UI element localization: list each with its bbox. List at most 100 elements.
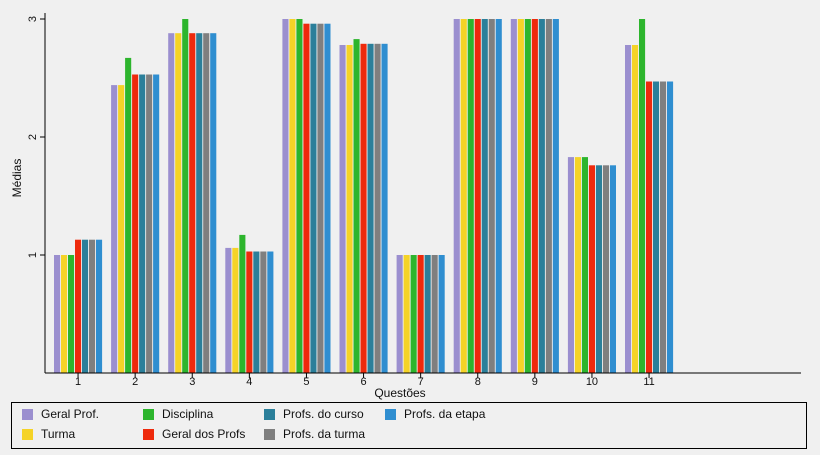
x-tick-label: 8 (475, 376, 481, 388)
legend-swatch (143, 408, 154, 420)
bars-group (54, 19, 674, 374)
legend-label: Profs. da turma (283, 427, 366, 441)
legend-swatch (22, 408, 33, 420)
bar-q4-profs-da-etapa (267, 251, 274, 373)
bar-q3-disciplina (182, 19, 189, 373)
bar-q10-profs-da-turma (602, 165, 609, 373)
x-ticks-group: 1 2 3 4 5 6 7 8 9 10 11 (75, 373, 655, 388)
bar-q10-geral-prof- (567, 157, 574, 373)
bar-q10-geral-dos-profs (588, 165, 595, 373)
bar-q8-profs-da-etapa (495, 19, 502, 373)
bar-q5-turma (289, 19, 296, 373)
bar-q6-profs-da-etapa (381, 43, 388, 374)
legend-swatch (143, 428, 154, 440)
legend-label: Profs. da etapa (404, 407, 486, 421)
bar-q3-profs-da-etapa (210, 33, 217, 373)
bar-q9-profs-da-etapa (552, 19, 559, 373)
x-tick-label: 10 (586, 376, 598, 388)
bar-q4-disciplina (239, 234, 246, 373)
x-tick-label: 9 (532, 376, 538, 388)
bar-q3-profs-do-curso (196, 33, 203, 373)
y-axis-title: Médias (10, 159, 24, 198)
bar-q9-geral-dos-profs (531, 19, 538, 373)
bar-q2-profs-do-curso (139, 74, 146, 373)
bar-q7-profs-do-curso (424, 255, 431, 373)
bar-q11-profs-do-curso (653, 81, 660, 373)
legend: Geral Prof. Turma Disciplina Geral dos Prof… (11, 402, 807, 449)
bar-q10-profs-do-curso (595, 165, 602, 373)
bar-q5-geral-prof- (282, 19, 289, 373)
x-tick-label: 7 (418, 376, 424, 388)
bar-q2-turma (118, 85, 125, 373)
bar-q10-disciplina (581, 157, 588, 373)
y-tick-label: 3 (27, 16, 39, 22)
bar-q7-profs-da-etapa (438, 255, 445, 373)
bar-q11-geral-dos-profs (646, 81, 653, 373)
bar-q9-profs-do-curso (538, 19, 545, 373)
bar-q6-geral-prof- (339, 45, 346, 373)
legend-swatch (22, 428, 33, 440)
bar-q6-geral-dos-profs (360, 43, 367, 374)
bar-q1-profs-da-turma (89, 239, 96, 373)
y-tick-label: 1 (27, 252, 39, 258)
bar-q4-geral-dos-profs (246, 251, 253, 373)
bar-q8-geral-dos-profs (474, 19, 481, 373)
bar-q6-disciplina (353, 39, 360, 373)
bar-q11-disciplina (639, 19, 646, 373)
bar-q6-turma (346, 45, 353, 373)
bar-q1-geral-dos-profs (75, 239, 82, 373)
bar-q4-profs-da-turma (260, 251, 267, 373)
bar-q1-turma (61, 255, 68, 373)
bar-q11-geral-prof- (625, 45, 632, 373)
bar-q9-profs-da-turma (545, 19, 552, 373)
x-tick-label: 2 (132, 376, 138, 388)
bar-q8-disciplina (467, 19, 474, 373)
bar-q7-turma (403, 255, 410, 373)
bar-q2-profs-da-turma (146, 74, 153, 373)
bar-q1-profs-do-curso (82, 239, 89, 373)
bar-q8-profs-da-turma (488, 19, 495, 373)
legend-item: Geral Prof. (22, 407, 99, 421)
legend-swatch (385, 408, 396, 420)
bar-q5-geral-dos-profs (303, 23, 310, 373)
bar-q10-turma (574, 157, 581, 373)
bar-q1-profs-da-etapa (96, 239, 103, 373)
bar-q5-profs-do-curso (310, 23, 317, 373)
legend-swatch (264, 408, 275, 420)
bar-q2-geral-dos-profs (132, 74, 139, 373)
bar-chart: 1 2 3 1 2 3 4 5 6 7 8 9 10 11 Questões Médias (10, 13, 801, 400)
bar-q2-geral-prof- (111, 85, 118, 373)
bar-q11-turma (632, 45, 639, 373)
x-axis-title: Questões (374, 386, 425, 400)
legend-item: Profs. da turma (264, 427, 365, 441)
bar-q3-geral-prof- (168, 33, 175, 373)
bar-q2-disciplina (125, 57, 132, 374)
x-tick-label: 4 (246, 376, 252, 388)
legend-item: Geral dos Profs (143, 427, 245, 441)
x-tick-label: 6 (360, 376, 366, 388)
bar-q3-geral-dos-profs (189, 33, 196, 373)
bar-q5-profs-da-etapa (324, 23, 331, 373)
bar-q4-geral-prof- (225, 247, 232, 373)
legend-label: Geral dos Profs (162, 427, 246, 441)
y-tick-label: 2 (27, 134, 39, 140)
legend-item: Turma (22, 427, 75, 441)
legend-item: Profs. da etapa (385, 407, 485, 421)
bar-q4-profs-do-curso (253, 251, 260, 373)
bar-q7-geral-prof- (396, 255, 403, 373)
bar-q5-profs-da-turma (317, 23, 324, 373)
legend-label: Profs. do curso (283, 407, 364, 421)
x-tick-label: 11 (643, 376, 654, 388)
bar-q8-profs-do-curso (481, 19, 488, 373)
bar-q5-disciplina (296, 19, 303, 373)
bar-q2-profs-da-etapa (153, 74, 160, 373)
bar-q11-profs-da-turma (660, 81, 667, 373)
legend-label: Geral Prof. (41, 407, 100, 421)
bar-q3-profs-da-turma (203, 33, 210, 373)
bar-q7-profs-da-turma (431, 255, 438, 373)
bar-q4-turma (232, 247, 239, 373)
bar-q6-profs-do-curso (367, 43, 374, 374)
bar-q8-turma (460, 19, 467, 373)
bar-q10-profs-da-etapa (609, 165, 616, 373)
bar-q9-geral-prof- (510, 19, 517, 373)
